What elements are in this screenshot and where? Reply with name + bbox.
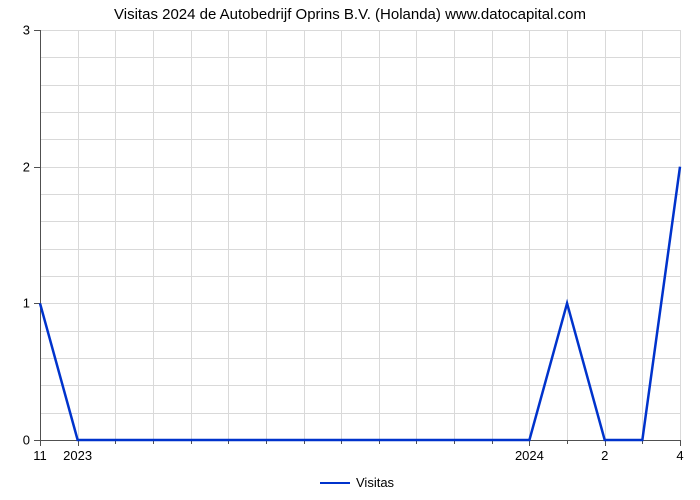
x-tick-label: 4 [676, 448, 683, 463]
y-tick-label: 3 [0, 23, 30, 38]
legend-label: Visitas [356, 475, 394, 490]
plot-area: 0123112023202424 [40, 30, 680, 440]
legend: Visitas [320, 475, 394, 490]
x-tick [40, 440, 41, 446]
x-minor-tick [567, 440, 568, 444]
y-tick-label: 1 [0, 296, 30, 311]
x-tick-label: 11 [33, 448, 47, 463]
x-tick [680, 440, 681, 446]
chart-title: Visitas 2024 de Autobedrijf Oprins B.V. … [0, 6, 700, 23]
y-tick-label: 2 [0, 159, 30, 174]
x-tick-label: 2024 [515, 448, 544, 463]
x-tick-label: 2023 [63, 448, 92, 463]
series-line [40, 30, 680, 440]
legend-swatch [320, 482, 350, 484]
chart-container: { "chart": { "type": "line", "title": "V… [0, 0, 700, 500]
y-tick-label: 0 [0, 433, 30, 448]
gridline-v [680, 30, 681, 440]
x-tick-label: 2 [601, 448, 608, 463]
